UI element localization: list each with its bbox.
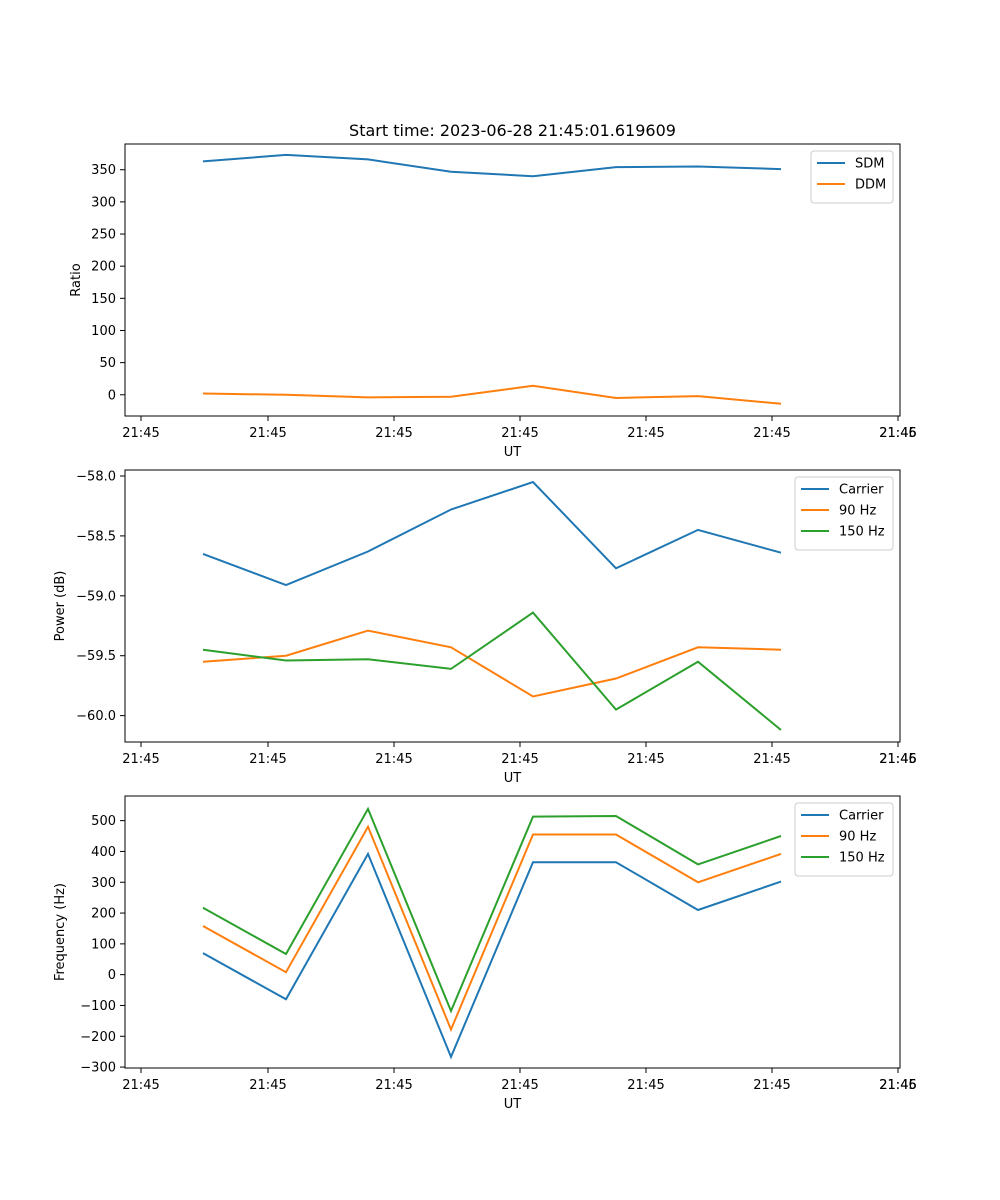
x-tick-label: 21:45 [753,426,790,441]
series-line-90-hz [202,824,782,1033]
x-tick-label: 21:45 [375,752,412,767]
legend-label: 150 Hz [839,525,885,540]
y-tick-label: 100 [91,937,116,952]
y-tick-label: 0 [108,968,116,983]
chart-title: Start time: 2023-06-28 21:45:01.619609 [349,121,676,140]
legend-label: SDM [855,157,884,172]
y-axis-label: Power (dB) [53,571,68,642]
y-tick-label: 50 [99,356,116,371]
series-line-150-hz [202,806,782,1014]
y-tick-label: −59.5 [76,649,116,664]
y-tick-label: 250 [91,228,116,243]
y-tick-label: 200 [91,907,116,922]
x-tick-label: 21:45 [627,752,664,767]
x-tick-label: 21:45 [879,426,916,441]
y-axis-label: Ratio [69,263,84,296]
chart-panel-3: 21:45 21:45 21:45 21:45 21:45 21:45 21:4521:46… [53,795,917,1112]
axes-frame [124,795,901,1069]
y-tick-label: 300 [91,195,116,210]
x-tick-label: 21:45 [501,1078,538,1093]
y-tick-label: 150 [91,292,116,307]
legend: SDM DDM [810,150,894,204]
series-line-150-hz [202,611,782,731]
x-tick-label: 21:45 [501,752,538,767]
legend-label: DDM [855,178,886,193]
x-axis-label: UT [504,1097,522,1112]
y-tick-label: −58.0 [76,469,116,484]
y-tick-label: 0 [108,388,116,403]
x-axis-label: UT [504,771,522,786]
x-tick-label: 21:46 [879,1078,916,1093]
x-tick-label: 21:45 [627,426,664,441]
series-line-90-hz [202,629,782,698]
y-tick-label: −59.0 [76,589,116,604]
x-tick-label: 21:45 [501,426,538,441]
series-line-sdm [202,153,782,178]
x-tick-label: 21:45 [122,1078,159,1093]
y-tick-label: 350 [91,163,116,178]
x-tick-label: 21:45 [249,752,286,767]
y-tick-label: 400 [91,845,116,860]
x-tick-label: 21:45 [375,426,412,441]
y-tick-label: −100 [80,999,116,1014]
y-tick-label: −60.0 [76,709,116,724]
legend-label: 150 Hz [839,851,885,866]
x-tick-label: 21:45 [753,1078,790,1093]
x-tick-label: 21:45 [627,1078,664,1093]
x-tick-label: 21:45 [375,1078,412,1093]
x-tick-label: 21:45 [879,752,916,767]
legend-label: Carrier [839,483,884,498]
x-tick-label: 21:45 [879,1078,916,1093]
legend-label: 90 Hz [839,504,876,519]
legend-label: 90 Hz [839,830,876,845]
y-axis-label: Frequency (Hz) [53,883,68,981]
y-tick-label: −300 [80,1061,116,1076]
chart-panel-2: 21:45 21:45 21:45 21:45 21:45 21:45 21:4521:46… [53,469,917,786]
y-tick-label: −200 [80,1030,116,1045]
x-axis-label: UT [504,445,522,460]
axes-frame [124,469,901,743]
series-line-carrier [202,851,782,1060]
series-line-ddm [202,384,782,405]
x-tick-label: 21:45 [122,426,159,441]
axes-frame [124,143,901,417]
x-tick-label: 21:45 [753,752,790,767]
chart-panel-1: Start time: 2023-06-28 21:45:01.619609 21… [69,121,917,460]
x-tick-label: 21:46 [879,752,916,767]
y-tick-label: 200 [91,260,116,275]
x-tick-label: 21:45 [122,752,159,767]
y-tick-label: 500 [91,814,116,829]
series-line-carrier [202,480,782,587]
x-tick-label: 21:45 [249,426,286,441]
legend: Carrier 90 Hz 150 Hz [794,802,894,877]
y-tick-label: 300 [91,876,116,891]
legend-label: Carrier [839,809,884,824]
x-tick-label: 21:45 [249,1078,286,1093]
y-tick-label: −58.5 [76,529,116,544]
x-tick-label: 21:46 [879,426,916,441]
legend: Carrier 90 Hz 150 Hz [794,476,894,551]
y-tick-label: 100 [91,324,116,339]
